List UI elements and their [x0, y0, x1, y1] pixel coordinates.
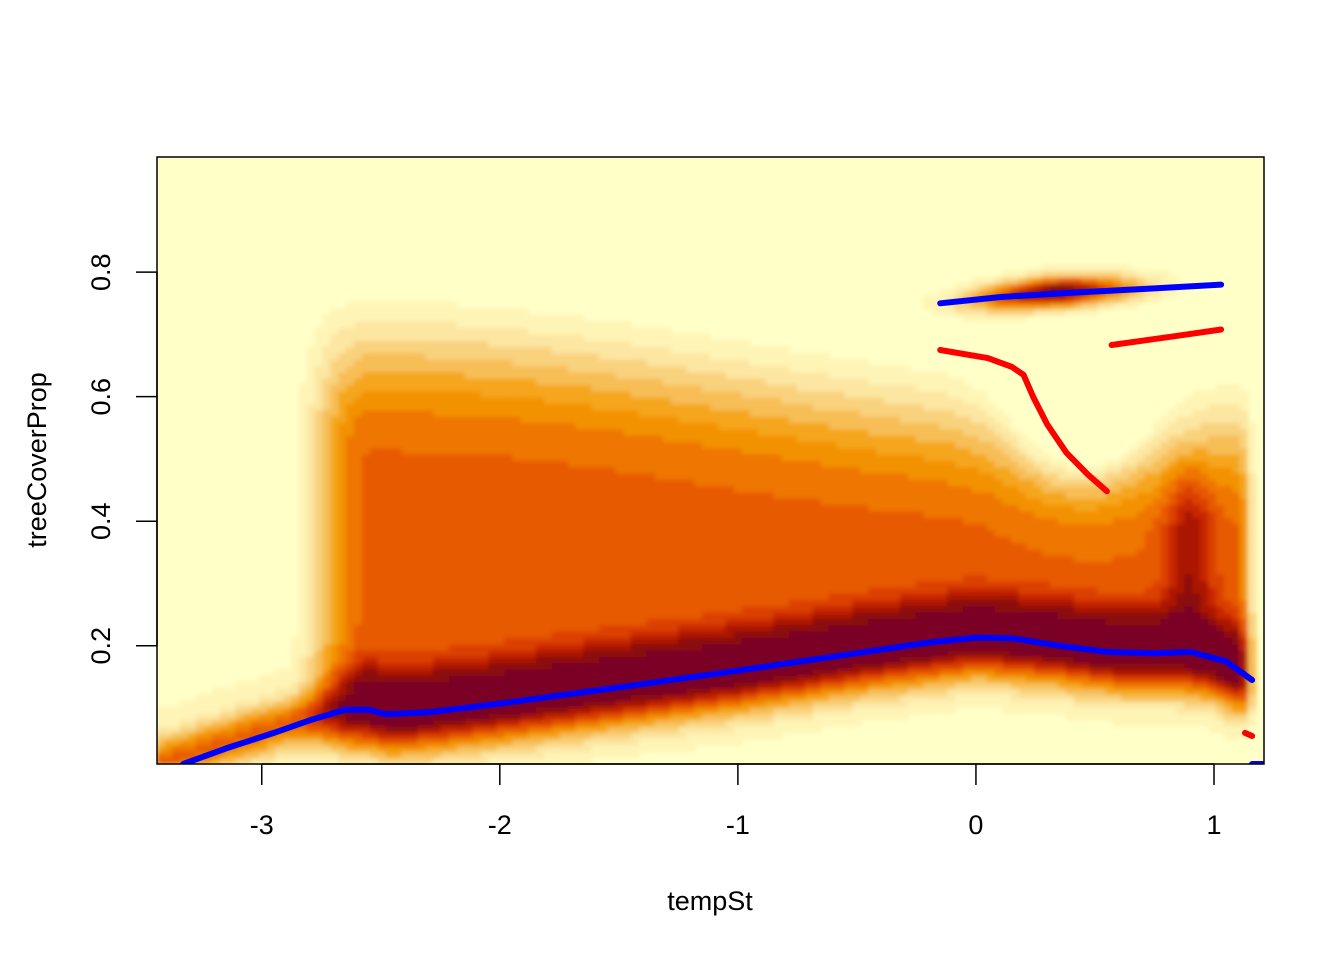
x-tick-label: -2	[488, 810, 512, 840]
y-tick-label: 0.6	[86, 378, 116, 416]
x-tick-label: -3	[250, 810, 274, 840]
x-axis-label: tempSt	[667, 886, 753, 916]
x-tick-label: 1	[1206, 810, 1221, 840]
series-0-segment-1	[937, 281, 1225, 307]
y-axis-label: treeCoverProp	[22, 372, 52, 548]
y-tick-label: 0.2	[86, 627, 116, 665]
y-tick-label: 0.8	[86, 253, 116, 291]
ridge-lines	[180, 281, 1264, 764]
series-1-segment-2	[1242, 729, 1256, 739]
series-1-segment-1	[1108, 326, 1225, 348]
x-tick-label: -1	[726, 810, 750, 840]
density-surface	[157, 157, 1264, 764]
y-axis: 0.2 0.4 0.6 0.8	[86, 253, 158, 665]
series-0-segment-0	[180, 634, 1256, 764]
x-tick-label: 0	[968, 810, 983, 840]
y-tick-label: 0.4	[86, 502, 116, 540]
series-1-segment-0	[937, 347, 1110, 495]
x-axis: -3 -2 -1 0 1	[250, 763, 1222, 840]
